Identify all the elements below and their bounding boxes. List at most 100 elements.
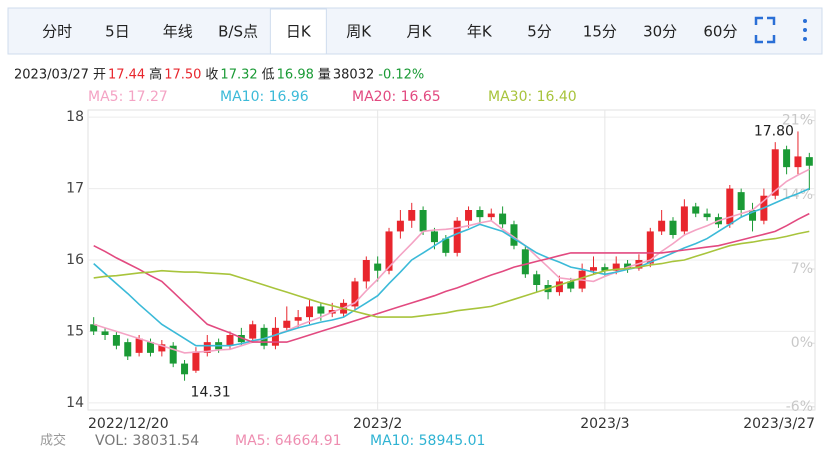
tab-label: 5日	[105, 23, 130, 41]
tab[interactable]: 周K	[346, 23, 372, 41]
candle-body	[703, 213, 711, 218]
tab[interactable]: 60分	[703, 23, 737, 41]
tab[interactable]: 15分	[583, 23, 617, 41]
x-tick-label: 2023/2	[353, 416, 402, 432]
tab-label: 年K	[467, 23, 493, 41]
tab-label: B/S点	[218, 23, 258, 41]
tab[interactable]: 日K	[269, 8, 327, 55]
candle-body	[453, 220, 461, 253]
tab-bar	[7, 7, 823, 55]
candle-body	[90, 324, 98, 332]
candle-body	[374, 263, 382, 271]
candle-body	[124, 342, 132, 357]
candle-body	[487, 213, 495, 218]
fullscreen-icon[interactable]	[754, 16, 776, 44]
candle-body	[680, 206, 688, 232]
candle-body	[112, 335, 120, 346]
candle-body	[158, 344, 166, 352]
candle-body	[419, 210, 427, 232]
x-tick-label: 2023/3	[580, 416, 629, 432]
candle-body	[771, 149, 779, 196]
tab-label: 日K	[286, 23, 312, 41]
candle-body	[589, 267, 597, 271]
y2-tick-label: -6%	[786, 399, 813, 415]
candle-body	[499, 213, 507, 225]
tab-label: 30分	[643, 23, 677, 41]
tab-label: 年线	[163, 23, 193, 41]
candle-body	[726, 188, 734, 225]
y-tick-label: 15	[66, 323, 84, 339]
legend-entry: MA10: 16.96	[220, 89, 309, 105]
x-tick-label: 2022/12/20	[88, 416, 169, 432]
quote-text: 量	[318, 68, 331, 83]
quote-text: -0.12%	[378, 68, 424, 83]
volume-text: MA5: 64664.91	[235, 433, 342, 449]
tab-selected-bg	[269, 8, 327, 55]
tab[interactable]: 分时	[42, 23, 72, 41]
y-tick-label: 14	[66, 395, 84, 411]
candle-body	[181, 363, 189, 375]
candle-body	[306, 306, 314, 318]
tab[interactable]: 年K	[467, 23, 493, 41]
candle-body	[283, 320, 291, 328]
candle-body	[692, 206, 700, 214]
quote-text: 16.98	[277, 68, 314, 83]
candle-body	[192, 351, 200, 371]
quote-text: 2023/03/27	[14, 68, 89, 83]
y-tick-label: 16	[66, 252, 84, 268]
volume-text: MA10: 58945.01	[370, 433, 485, 449]
tab[interactable]: 5日	[105, 23, 130, 41]
max-label: 17.80	[754, 123, 794, 139]
candle-body	[465, 210, 473, 221]
volume-text: VOL: 38031.54	[95, 433, 199, 449]
y-tick-label: 17	[66, 181, 84, 197]
y2-tick-label: 21%	[782, 113, 813, 129]
fullscreen-icon-shape	[754, 16, 776, 44]
candle-body	[567, 281, 575, 289]
candle-body	[601, 267, 609, 271]
candle-body	[260, 327, 268, 346]
candle-body	[135, 338, 143, 353]
dot	[803, 28, 807, 32]
tab[interactable]: 30分	[643, 23, 677, 41]
candle-body	[101, 331, 109, 335]
candle-body	[749, 210, 757, 221]
candle-body	[430, 231, 438, 243]
x-tick-label: 2023/3/27	[743, 416, 815, 432]
candle-body	[510, 224, 518, 246]
tab-label: 分时	[42, 23, 72, 41]
candle-body	[317, 306, 325, 314]
candle-body	[385, 231, 393, 271]
y2-tick-label: 7%	[791, 261, 813, 277]
candle-body	[669, 220, 677, 235]
candle-body	[146, 342, 154, 353]
ma-line	[93, 212, 810, 343]
candle-body	[169, 345, 177, 364]
candle-body	[249, 324, 257, 339]
candle-body	[794, 156, 802, 168]
ma-line	[93, 168, 810, 354]
candle-body	[271, 327, 279, 346]
tab[interactable]: 年线	[163, 23, 193, 41]
ma-line	[93, 230, 810, 318]
tab[interactable]: 5分	[527, 23, 552, 41]
dot	[803, 37, 807, 41]
quote-text: 38032	[333, 68, 374, 83]
tab[interactable]: 月K	[407, 23, 433, 41]
quote-text: 高	[149, 67, 162, 83]
dot	[803, 19, 807, 23]
quote-text: 收	[205, 68, 218, 83]
candle-body	[805, 157, 813, 166]
volume-title: 成交	[40, 433, 66, 449]
candle-body	[646, 231, 654, 264]
tab-label: 5分	[527, 23, 552, 41]
candle-body	[408, 210, 416, 221]
candle-body	[533, 274, 541, 285]
y-tick-label: 18	[66, 109, 84, 125]
tab[interactable]: B/S点	[218, 23, 258, 41]
candle-body	[362, 260, 370, 282]
candle-body	[442, 238, 450, 253]
more-icon[interactable]	[803, 19, 807, 41]
